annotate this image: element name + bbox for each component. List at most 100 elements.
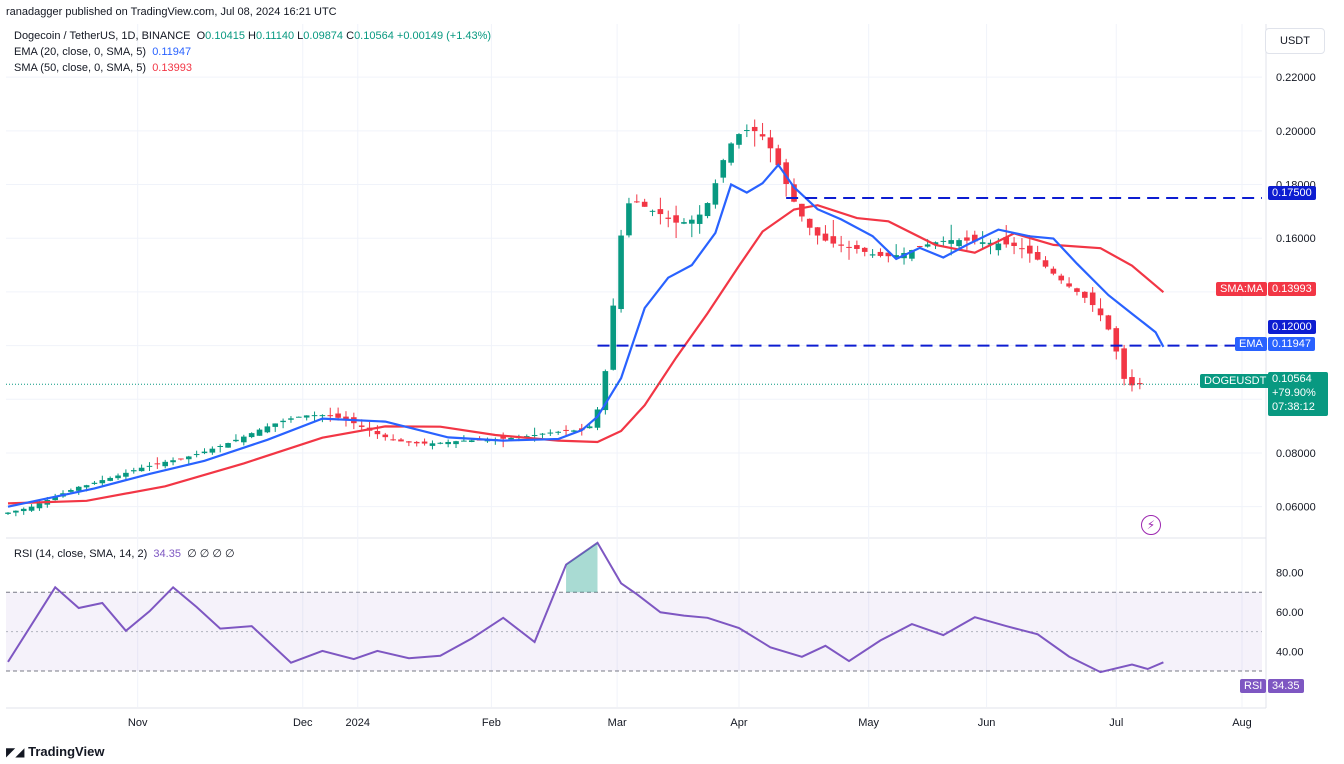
candle-body [1027, 245, 1033, 254]
time-tick-label: Mar [608, 717, 627, 729]
candle [563, 425, 569, 436]
candle [193, 450, 200, 458]
footer-brand[interactable]: ◤◢ TradingView [6, 744, 104, 759]
sma50-line [7, 204, 1165, 505]
candle [720, 158, 727, 183]
ema-legend[interactable]: EMA (20, close, 0, SMA, 5) 0.11947 [14, 46, 191, 58]
candle-body [445, 441, 451, 445]
change-value: +0.00149 (+1.43%) [396, 30, 492, 42]
candle [712, 179, 719, 209]
time-tick-label: 2024 [346, 717, 370, 729]
candle [241, 434, 247, 446]
candle-body [964, 237, 970, 241]
candle [539, 432, 546, 439]
price-tick-label: 0.06000 [1276, 502, 1316, 514]
candle [940, 236, 947, 247]
candle-body [248, 433, 255, 438]
candle [602, 369, 609, 415]
tradingview-brand-text: TradingView [28, 744, 105, 759]
candle-body [736, 134, 742, 145]
candle-body [673, 215, 679, 223]
candle [445, 439, 451, 448]
candle [311, 411, 318, 423]
rsi-legend[interactable]: RSI (14, close, SMA, 14, 2) 34.35 ∅ ∅ ∅ … [14, 547, 235, 560]
candle-body [877, 251, 884, 256]
candle [1011, 237, 1017, 255]
candle-body [971, 234, 978, 242]
candle-body [563, 429, 569, 431]
time-tick-label: Dec [293, 717, 313, 729]
candle [814, 227, 821, 245]
candle-body [744, 130, 750, 132]
candle-body [571, 430, 577, 432]
candle [822, 225, 829, 242]
candle-body [618, 235, 624, 310]
candle [1066, 277, 1072, 289]
candle-body [296, 416, 302, 418]
low-label: L [297, 30, 304, 42]
currency-button[interactable]: USDT [1265, 28, 1325, 54]
rsi-legend-value: 34.35 [153, 548, 181, 560]
candle-body [83, 485, 90, 488]
candle [759, 122, 766, 141]
candle [728, 142, 734, 166]
candle-body [99, 480, 106, 484]
candle-body [1089, 292, 1096, 306]
candle [130, 467, 137, 474]
candle-body [123, 472, 129, 477]
candle [256, 428, 263, 436]
candle-body [272, 423, 279, 427]
sma-tag-badge: SMA:MA [1216, 282, 1268, 296]
candle [854, 240, 860, 254]
candle-body [1137, 383, 1143, 385]
candle-body [138, 467, 145, 472]
candle [20, 507, 27, 515]
sma-legend-value: 0.13993 [152, 62, 192, 74]
sma-legend[interactable]: SMA (50, close, 0, SMA, 5) 0.13993 [14, 62, 192, 74]
candle-body [602, 371, 609, 411]
candle-body [201, 451, 208, 454]
candle [979, 231, 986, 249]
candle-body [382, 434, 389, 438]
candle-body [555, 431, 561, 433]
rsi-value-badge: 34.35 [1268, 679, 1304, 693]
candle-body [869, 254, 876, 256]
candle [665, 210, 672, 228]
candle [744, 124, 750, 138]
candle-body [327, 415, 334, 417]
candle-body [916, 246, 923, 248]
candle-body [783, 162, 789, 184]
close-value: 0.10564 [354, 30, 394, 42]
candle [893, 244, 899, 259]
candle-body [233, 439, 239, 442]
candle-body [91, 482, 98, 484]
candle [869, 249, 876, 258]
candle-body [343, 416, 349, 421]
rsi-legend-extras: ∅ ∅ ∅ ∅ [187, 548, 235, 560]
candle [649, 209, 656, 217]
open-label: O [196, 30, 206, 42]
candle [303, 415, 310, 421]
lightning-icon[interactable]: ⚡ [1141, 515, 1161, 535]
candle [75, 485, 82, 495]
candle-body [335, 413, 341, 418]
candle-body [52, 496, 58, 501]
candle-body [704, 203, 711, 217]
candle-body [146, 465, 153, 467]
candle [1050, 266, 1057, 276]
open-value: 0.10415 [205, 30, 245, 42]
candle-body [649, 210, 656, 212]
candle-body [390, 439, 396, 441]
candle [657, 197, 664, 225]
candle-body [437, 442, 444, 444]
candle [838, 235, 844, 253]
candle-body [311, 415, 318, 417]
candle [178, 458, 184, 461]
candle [948, 224, 954, 256]
candle-body [594, 409, 601, 428]
candle-body [775, 148, 782, 166]
candle-body [689, 219, 695, 224]
last-price: 0.10564 [1272, 373, 1312, 385]
candle [296, 416, 302, 418]
